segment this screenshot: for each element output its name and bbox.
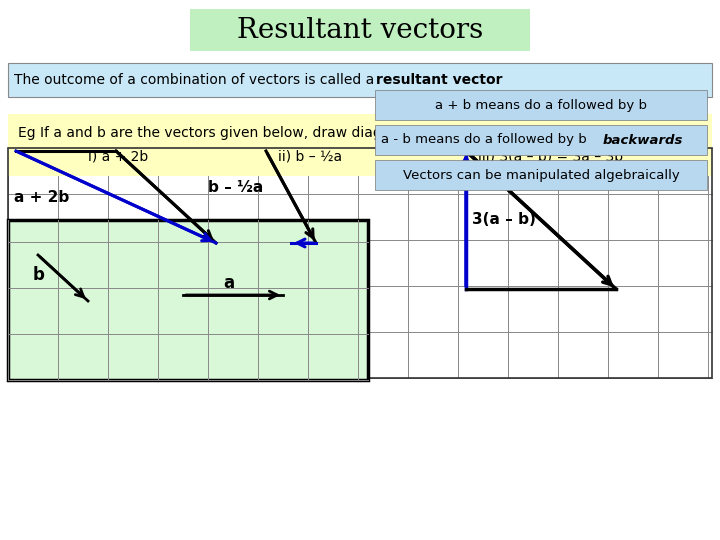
- Text: a - b means do a followed by b: a - b means do a followed by b: [381, 133, 595, 146]
- Text: ii) b – ½a: ii) b – ½a: [278, 150, 342, 164]
- Text: a + b means do a followed by b: a + b means do a followed by b: [435, 98, 647, 111]
- Text: b: b: [33, 266, 45, 284]
- Text: iii) 3(a – b) = 3a – 3b: iii) 3(a – b) = 3a – 3b: [478, 150, 623, 164]
- Text: The outcome of a combination of vectors is called a: The outcome of a combination of vectors …: [14, 73, 379, 87]
- Bar: [8, 114, 712, 176]
- Text: 3(a – b): 3(a – b): [472, 213, 536, 227]
- Text: resultant vector: resultant vector: [376, 73, 503, 87]
- Bar: [8, 220, 368, 380]
- Text: Eg If a and b are the vectors given below, draw diagrams to represent:: Eg If a and b are the vectors given belo…: [18, 126, 511, 140]
- Text: i) a + 2b: i) a + 2b: [88, 150, 148, 164]
- Text: Resultant vectors: Resultant vectors: [237, 17, 483, 44]
- Text: backwards: backwards: [603, 133, 683, 146]
- Bar: [375, 90, 707, 120]
- Bar: [190, 9, 530, 51]
- Text: b – ½a: b – ½a: [208, 179, 264, 194]
- Bar: [8, 63, 712, 97]
- Text: a: a: [223, 274, 234, 292]
- Text: a + 2b: a + 2b: [14, 190, 69, 205]
- Text: Vectors can be manipulated algebraically: Vectors can be manipulated algebraically: [402, 168, 680, 181]
- Bar: [8, 148, 712, 378]
- Bar: [375, 160, 707, 190]
- Bar: [375, 125, 707, 155]
